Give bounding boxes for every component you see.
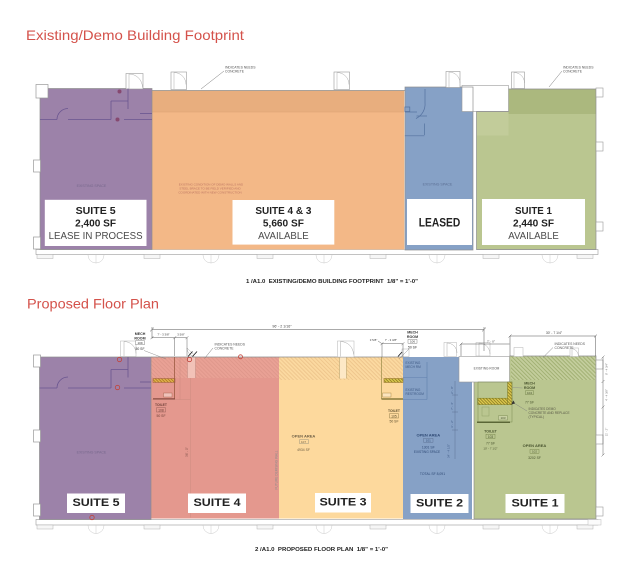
svg-text:2 /A1.0 PROPOSED FLOOR PLAN: 2 /A1.0 PROPOSED FLOOR PLAN 1/8" = 1'-0" [255,547,388,553]
svg-text:EXISTING SPACE: EXISTING SPACE [77,451,107,455]
svg-text:LEASED: LEASED [419,217,461,229]
svg-text:EXISTING ROOM: EXISTING ROOM [474,367,500,371]
svg-text:SUITE 1: SUITE 1 [512,497,559,509]
svg-text:EXISTING: EXISTING [406,388,421,392]
svg-text:1 /A1.0 EXISTING/DEMO BUILDIN: 1 /A1.0 EXISTING/DEMO BUILDING FOOTPRINT… [246,279,418,285]
svg-text:10' - 7 1/2": 10' - 7 1/2" [483,447,497,451]
svg-text:INDICATES DEMO: INDICATES DEMO [529,407,557,411]
svg-text:RESTROOM: RESTROOM [406,392,425,396]
svg-text:7' - 3 3/8": 7' - 3 3/8" [157,333,169,337]
svg-text:SUITE 3: SUITE 3 [320,496,367,508]
svg-text:ROOM: ROOM [134,337,145,341]
svg-text:SUITE 5: SUITE 5 [76,206,116,217]
svg-text:OPEN AREA: OPEN AREA [416,433,440,438]
svg-text:50 SF: 50 SF [156,414,165,418]
svg-text:3' - 2": 3' - 2" [450,420,454,428]
svg-text:1301 SF: 1301 SF [422,446,435,450]
svg-text:8' - 4 3/4": 8' - 4 3/4" [604,363,608,375]
svg-text:109: 109 [137,341,142,345]
svg-text:FUTURE DEMISING WALL: FUTURE DEMISING WALL [275,450,279,489]
svg-text:108: 108 [158,408,164,412]
svg-text:36' - 0": 36' - 0" [185,447,189,457]
svg-text:ROOM: ROOM [407,335,418,339]
svg-text:INDICATES NEEDS: INDICATES NEEDS [215,343,246,347]
svg-text:2,440 SF: 2,440 SF [513,218,554,229]
svg-text:STEEL BRACE TO BE FIELD VERIFI: STEEL BRACE TO BE FIELD VERIFIED AND [179,187,241,191]
svg-text:INDICATES NEEDS: INDICATES NEEDS [563,66,594,70]
svg-text:MECH: MECH [135,332,146,336]
svg-text:4' - 4 3/8": 4' - 4 3/8" [604,389,608,401]
svg-text:7' - 0": 7' - 0" [487,340,495,344]
svg-text:SUITE 2: SUITE 2 [416,497,463,509]
svg-text:50 SF: 50 SF [135,347,144,351]
svg-text:Existing/Demo Building Footpri: Existing/Demo Building Footprint [26,27,244,43]
svg-text:LEASE IN PROCESS: LEASE IN PROCESS [49,231,143,242]
svg-text:7' - 3 3/8": 7' - 3 3/8" [385,338,397,342]
svg-text:COORDINATED WITH NEW CONSTRUCT: COORDINATED WITH NEW CONSTRUCTION [178,191,241,195]
svg-text:CONCRETE: CONCRETE [555,346,575,350]
svg-text:MECH: MECH [524,382,535,386]
svg-text:77 SF: 77 SF [486,442,495,446]
svg-text:TOILET: TOILET [484,430,498,434]
svg-text:3 5/8": 3 5/8" [370,338,377,342]
svg-text:CONCRETE: CONCRETE [215,347,235,351]
svg-text:MECH RM: MECH RM [406,365,422,369]
svg-text:4934 SF: 4934 SF [297,448,310,452]
svg-text:2,400 SF: 2,400 SF [75,218,116,229]
svg-text:SUITE 5: SUITE 5 [73,497,120,509]
svg-text:50 SF: 50 SF [408,346,417,350]
svg-text:ROOM: ROOM [524,386,535,390]
svg-text:EXISTING SPACE: EXISTING SPACE [77,184,107,188]
svg-text:107: 107 [301,440,306,444]
svg-text:(TYPICAL): (TYPICAL) [529,415,544,419]
svg-text:5,660 SF: 5,660 SF [263,218,304,229]
svg-text:103: 103 [500,416,505,420]
svg-text:EXISTING SPACE: EXISTING SPACE [414,450,440,454]
svg-text:CONCRETE: CONCRETE [563,70,583,74]
svg-text:SUITE 4: SUITE 4 [194,497,242,509]
svg-text:AVAILABLE: AVAILABLE [508,231,559,242]
svg-text:EXISTING: EXISTING [406,361,421,365]
svg-text:3 5/8": 3 5/8" [177,333,184,337]
svg-text:11' - 2": 11' - 2" [604,428,608,436]
svg-text:EXISTING CONDITION OF DEMO WAL: EXISTING CONDITION OF DEMO WALLS AND [179,183,244,187]
svg-text:AVAILABLE: AVAILABLE [258,231,309,242]
svg-text:3202 SF: 3202 SF [528,456,541,460]
svg-text:77 SF: 77 SF [525,401,534,405]
svg-text:2' - 0": 2' - 0" [450,386,454,394]
svg-text:96' - 2 1/16": 96' - 2 1/16" [272,325,292,329]
svg-text:104: 104 [527,391,532,395]
svg-text:7' - 4": 7' - 4" [450,402,454,410]
svg-text:EXISTING SPACE: EXISTING SPACE [423,183,453,187]
svg-text:TOILET: TOILET [155,403,168,407]
svg-text:TOTAL SF 8,091: TOTAL SF 8,091 [420,472,445,476]
svg-text:CONCRETE: CONCRETE [225,70,245,74]
svg-text:106: 106 [410,340,415,344]
svg-text:OPEN AREA: OPEN AREA [523,443,547,448]
svg-text:34' - 4 1/2": 34' - 4 1/2" [447,444,451,458]
svg-text:CONCRETE AND REPLACE: CONCRETE AND REPLACE [529,411,570,415]
svg-text:SUITE 4 & 3: SUITE 4 & 3 [255,206,311,217]
svg-text:50 SF: 50 SF [389,420,398,424]
svg-text:INDICATES NEEDS: INDICATES NEEDS [225,66,256,70]
svg-text:30' - 7 1/4": 30' - 7 1/4" [546,331,563,335]
svg-text:MECH: MECH [407,331,418,335]
svg-text:SUITE 1: SUITE 1 [515,206,552,217]
svg-text:102: 102 [532,450,537,454]
svg-text:OPEN AREA: OPEN AREA [292,434,316,439]
svg-text:Proposed Floor Plan: Proposed Floor Plan [27,296,159,312]
svg-text:103: 103 [488,435,494,439]
svg-text:101: 101 [426,439,431,443]
svg-text:105: 105 [391,414,397,418]
svg-text:INDICATES NEEDS: INDICATES NEEDS [555,342,586,346]
svg-text:TOILET: TOILET [388,409,401,413]
